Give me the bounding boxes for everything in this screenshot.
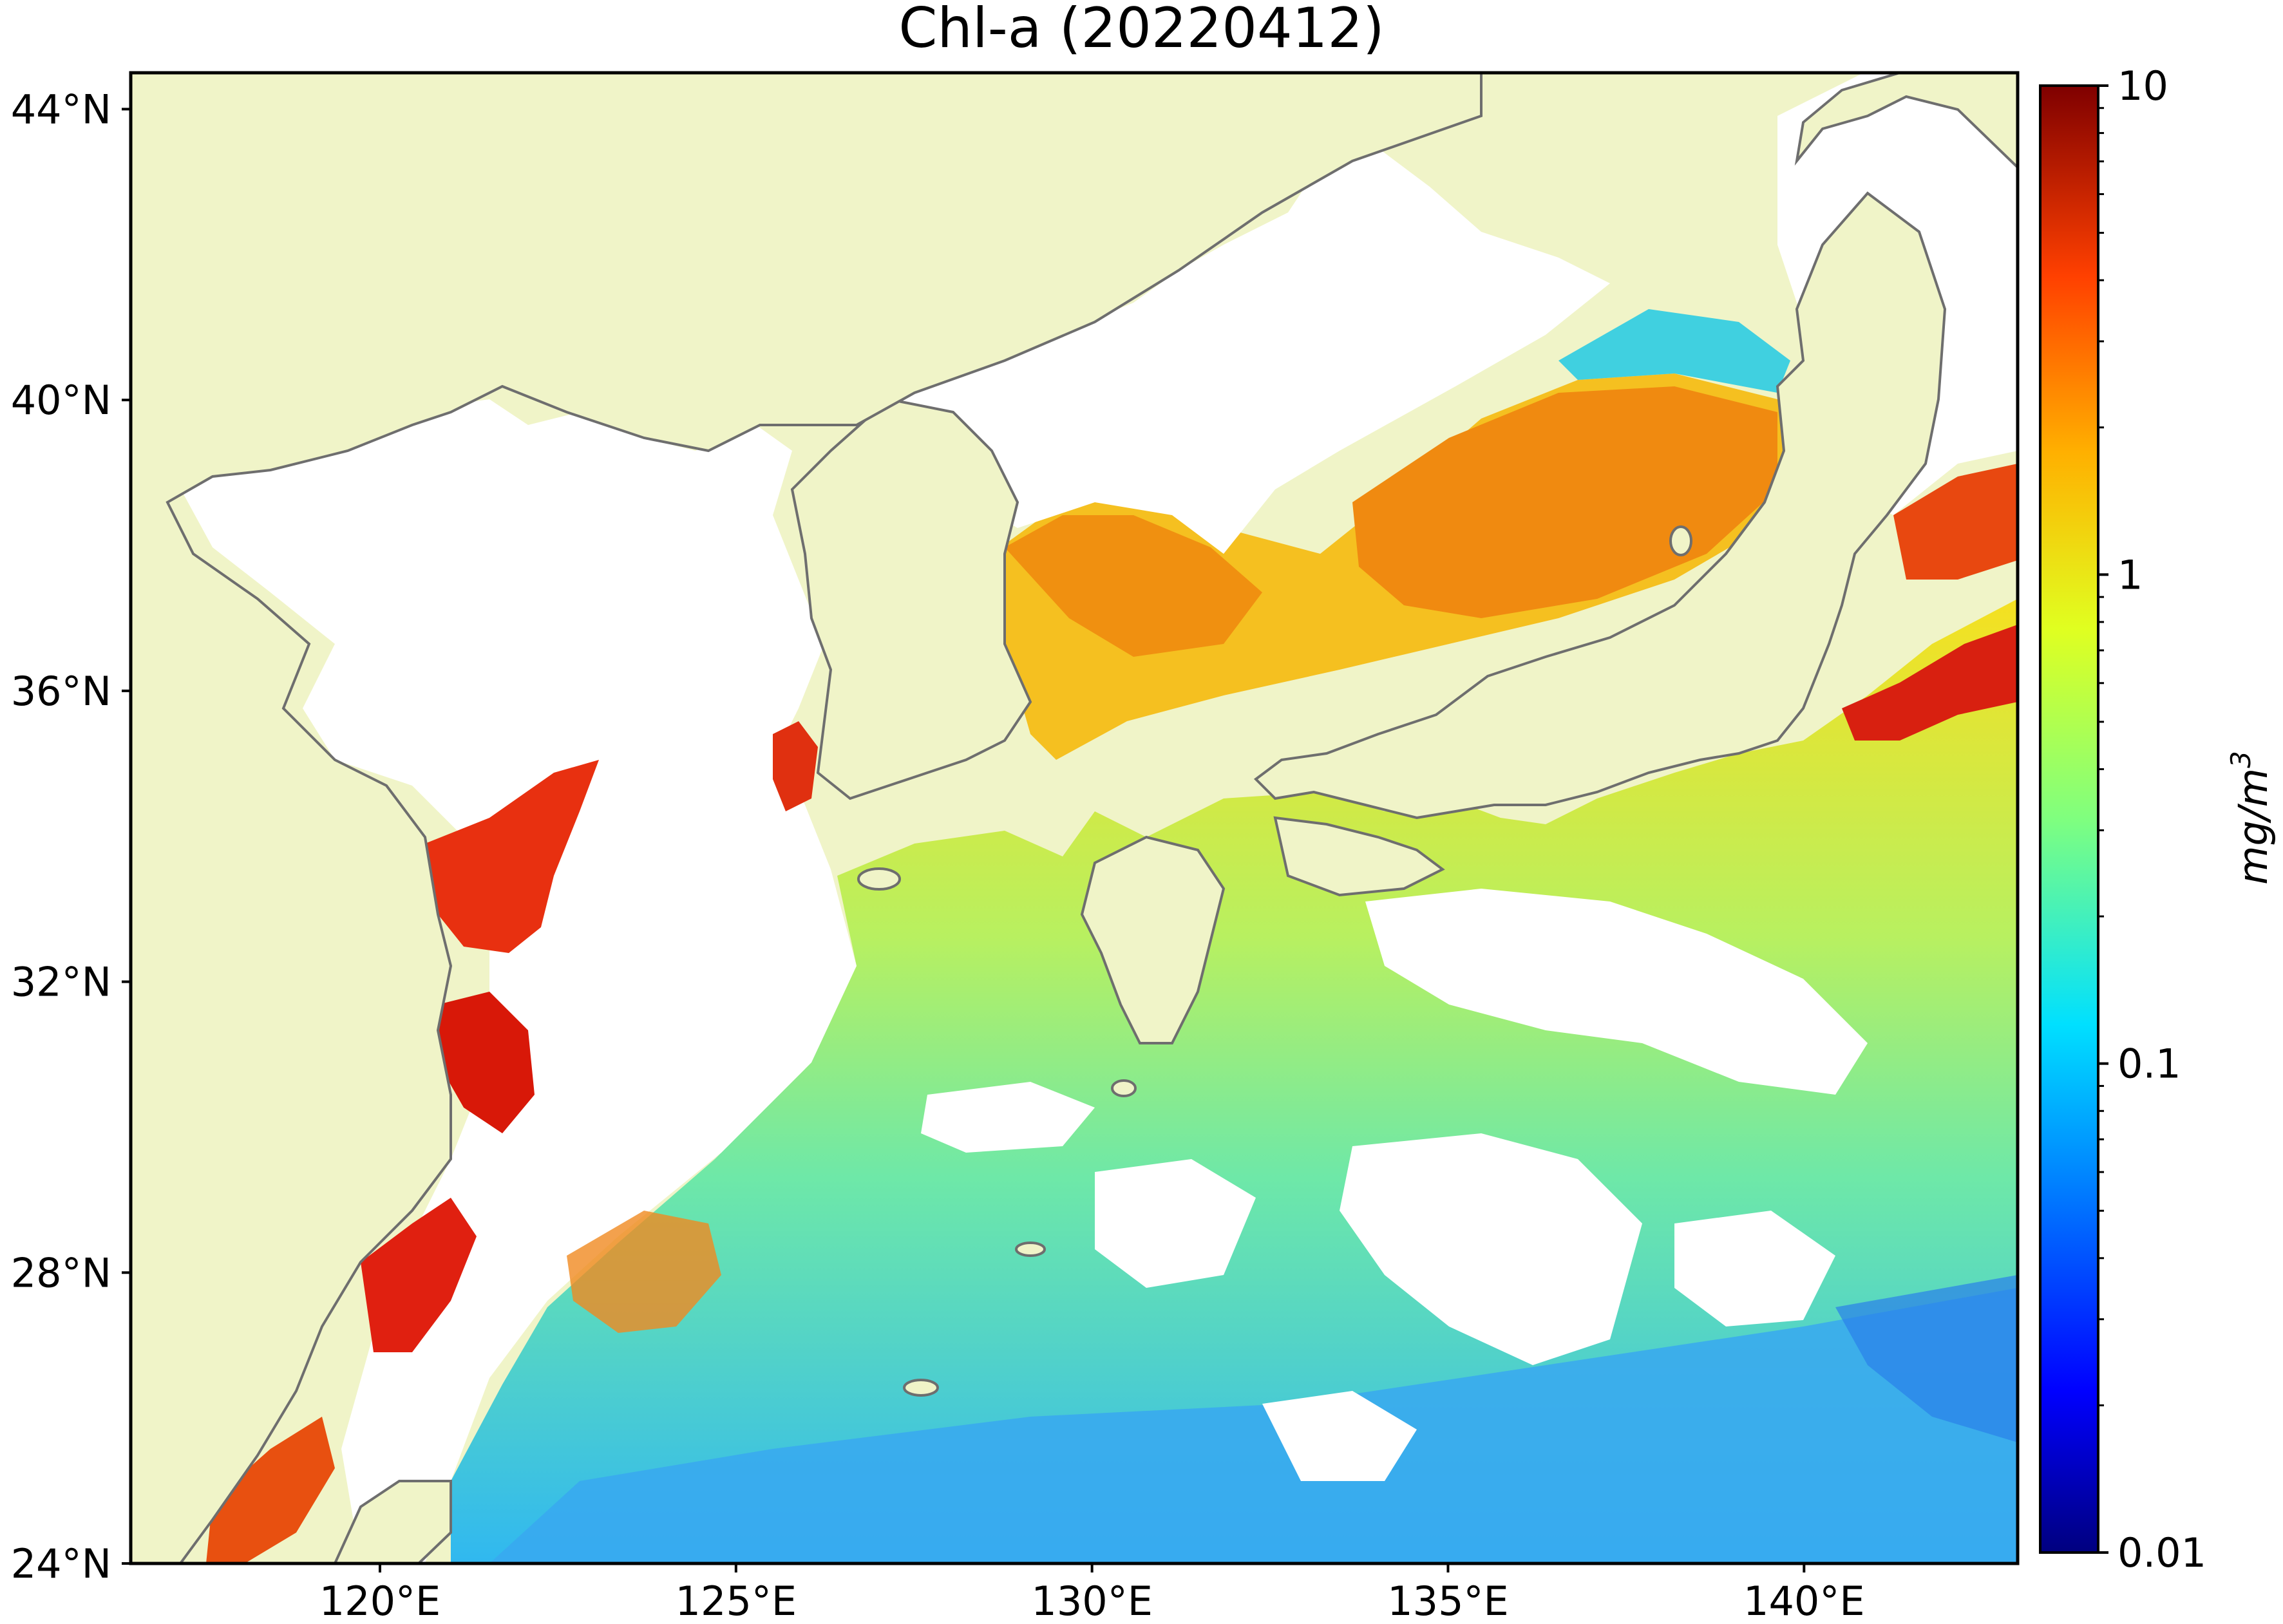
- lat-tick-label: 28°N: [11, 1249, 111, 1296]
- open-ocean-chl: [451, 599, 2018, 1563]
- sea-of-japan-north: [1558, 309, 1790, 393]
- lon-tick-label: 120°E: [319, 1578, 441, 1624]
- colorbar-unit-label: mg/m3: [2225, 751, 2277, 885]
- cloud-gap-6: [1262, 1391, 1417, 1481]
- lat-tick-label: 32°N: [11, 959, 111, 1006]
- korea-west-bloom: [773, 721, 818, 811]
- oligotrophic-band: [489, 1288, 2018, 1563]
- zhejiang-coast-plume: [361, 1198, 477, 1352]
- cloud-gap-2: [1340, 1133, 1642, 1365]
- china-mainland: [131, 73, 1483, 1563]
- sado-island: [1669, 525, 1692, 556]
- latitude-axis: 44°N 40°N 36°N 32°N 28°N 24°N: [11, 86, 131, 1587]
- colorbar-tick-label: 0.01: [2117, 1529, 2206, 1576]
- lat-tick-label: 40°N: [11, 377, 111, 424]
- lat-tick-label: 44°N: [11, 86, 111, 133]
- cloud-gap-1: [1365, 889, 1868, 1095]
- cloud-gap-5: [1674, 1211, 1835, 1327]
- sanriku-bloom: [1893, 464, 2018, 580]
- amami-island: [1015, 1242, 1046, 1257]
- korea-east-coast-bloom: [1005, 515, 1262, 657]
- map-title: Chl-a (20220412): [898, 0, 1385, 61]
- map-frame: [129, 71, 2020, 1565]
- colorbar-tick-label: 1: [2117, 551, 2143, 598]
- ecs-front-plume: [567, 1211, 721, 1333]
- deep-blue-patch: [1835, 1275, 2018, 1442]
- east-korea-no-data: [889, 148, 1610, 554]
- colorbar-tick-label: 10: [2117, 62, 2168, 109]
- lon-tick-label: 135°E: [1387, 1578, 1509, 1624]
- lat-tick-label: 36°N: [11, 668, 111, 715]
- colorbar-axis: 10 1 0.1 0.01: [2098, 62, 2206, 1576]
- okinawa-island: [903, 1379, 939, 1397]
- lat-tick-label: 24°N: [11, 1540, 111, 1587]
- korean-peninsula: [790, 397, 1032, 800]
- colorbar: 10 1 0.1 0.01 mg/m3: [2039, 62, 2277, 1576]
- lon-tick-label: 140°E: [1743, 1578, 1865, 1624]
- hangzhou-bay-plume: [438, 992, 535, 1133]
- japan-kyushu: [1080, 835, 1226, 1044]
- japan-honshu: [1253, 191, 1947, 820]
- lon-tick-label: 130°E: [1031, 1578, 1153, 1624]
- japan-pacific-bloom: [1842, 625, 2018, 741]
- cloud-gap-3: [1095, 1159, 1256, 1288]
- colorbar-gradient: [2039, 84, 2099, 1554]
- map-area: [131, 73, 2018, 1563]
- cloud-gap-4: [921, 1082, 1095, 1153]
- colorbar-tick-label: 0.1: [2117, 1041, 2181, 1088]
- fujian-coast-plume: [206, 1417, 335, 1563]
- yellow-sea-no-data: [174, 399, 857, 1563]
- japan-hokkaido: [1794, 73, 2018, 169]
- tanegashima: [1111, 1079, 1137, 1097]
- yangtze-plume: [425, 760, 599, 953]
- longitude-axis: 120°E 125°E 130°E 135°E 140°E: [319, 1563, 1865, 1624]
- taiwan: [333, 1480, 452, 1563]
- japan-shikoku: [1273, 816, 1445, 897]
- sea-of-japan-bloom: [1352, 386, 1777, 618]
- lon-tick-label: 125°E: [676, 1578, 797, 1624]
- jeju-island: [857, 867, 901, 891]
